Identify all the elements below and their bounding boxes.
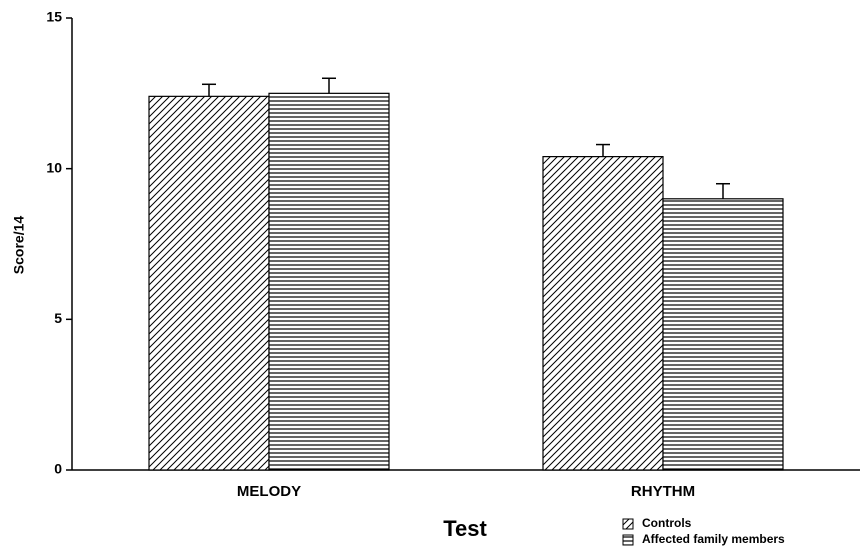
legend-label: Affected family members [642,532,785,546]
error-bar [596,143,610,157]
bar [268,92,390,471]
legend-label: Controls [642,516,692,530]
y-tick-label: 0 [54,461,62,477]
error-bar [202,83,216,97]
bar [542,156,664,471]
y-tick-label: 10 [46,159,62,175]
legend-swatch [622,534,634,546]
bar [148,95,270,471]
y-tick-label: 5 [54,310,62,326]
bar [662,198,784,471]
y-axis-label: Score/14 [11,216,27,275]
legend-swatch [622,518,634,530]
x-tick-label: RHYTHM [631,483,695,500]
y-tick-label: 15 [46,9,62,25]
x-axis-label: Test [443,516,487,541]
x-tick-label: MELODY [237,483,301,500]
error-bar [716,182,730,199]
error-bar [322,77,336,94]
